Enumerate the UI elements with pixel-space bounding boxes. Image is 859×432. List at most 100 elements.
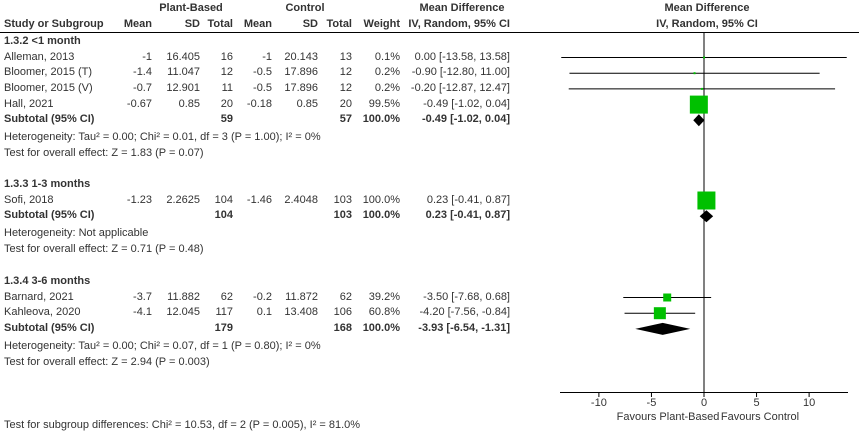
study-cn: 13 <box>339 50 352 63</box>
study-pn: 117 <box>215 306 233 319</box>
study-weight: 0.2% <box>374 81 400 94</box>
control-group-header: Control <box>285 2 325 14</box>
study-ci: -0.20 [-12.87, 12.47] <box>410 81 510 94</box>
heterogeneity-text: Heterogeneity: Tau² = 0.00; Chi² = 0.07,… <box>4 339 321 352</box>
study-weight: 0.1% <box>374 50 400 63</box>
study-psd: 16.405 <box>166 50 200 63</box>
study-pn: 62 <box>220 290 233 303</box>
study-ci: -0.90 [-12.80, 11.00] <box>411 66 510 79</box>
study-name: Kahleova, 2020 <box>4 306 81 319</box>
study-name: Bloomer, 2015 (T) <box>4 66 93 79</box>
subtotal-control-total: 57 <box>339 113 352 126</box>
study-pn: 11 <box>221 81 233 94</box>
subtotal-plant-total: 104 <box>214 209 233 222</box>
study-column-header: Study or Subgroup <box>4 18 104 30</box>
study-cm: -1.46 <box>246 193 272 206</box>
study-name: Sofi, 2018 <box>4 193 54 206</box>
plot-title: Mean Difference <box>664 2 750 14</box>
study-marker <box>700 87 703 90</box>
overall-effect-text: Test for overall effect: Z = 1.83 (P = 0… <box>4 147 204 160</box>
x-tick-label: 0 <box>700 397 708 409</box>
study-name: Bloomer, 2015 (V) <box>4 81 93 94</box>
study-csd: 2.4048 <box>284 193 318 206</box>
study-csd: 17.896 <box>284 81 318 94</box>
md-method-header: IV, Random, 95% CI <box>408 18 510 30</box>
subtotal-ci: 0.23 [-0.41, 0.87] <box>425 209 510 222</box>
subtotal-plant-total: 179 <box>214 321 233 334</box>
study-cm: -1 <box>262 50 272 63</box>
subtotal-control-total: 103 <box>333 209 352 222</box>
study-name: Hall, 2021 <box>4 97 54 110</box>
study-csd: 13.408 <box>284 306 318 319</box>
study-marker <box>703 56 705 59</box>
subtotal-weight: 100.0% <box>362 321 400 334</box>
study-ci: 0.00 [-13.58, 13.58] <box>414 50 510 63</box>
study-pm: -4.1 <box>133 306 152 319</box>
x-tick-label: -5 <box>646 397 657 409</box>
favours-right-label: Favours Control <box>720 411 800 423</box>
overall-effect-text: Test for overall effect: Z = 2.94 (P = 0… <box>4 355 210 368</box>
x-tick-label: 10 <box>802 397 816 409</box>
study-cn: 12 <box>339 81 352 94</box>
heterogeneity-text: Heterogeneity: Tau² = 0.00; Chi² = 0.01,… <box>4 131 321 144</box>
study-marker <box>663 293 672 302</box>
subtotal-control-total: 168 <box>333 321 352 334</box>
study-weight: 0.2% <box>374 66 400 79</box>
study-psd: 0.85 <box>178 97 200 110</box>
study-psd: 11.882 <box>167 290 200 303</box>
weight-header: Weight <box>363 18 400 30</box>
subtotal-label: Subtotal (95% CI) <box>4 321 95 334</box>
study-name: Barnard, 2021 <box>4 290 74 303</box>
control-total-header: Total <box>326 18 352 30</box>
study-marker <box>693 72 696 75</box>
study-weight: 99.5% <box>368 97 400 110</box>
plant-total-header: Total <box>207 18 233 30</box>
study-weight: 60.8% <box>368 306 400 319</box>
study-csd: 17.896 <box>284 66 318 79</box>
x-tick-label: 5 <box>753 397 760 409</box>
summary-diamond <box>699 210 714 223</box>
subgroup-title: 1.3.4 3-6 months <box>4 275 91 287</box>
subtotal-ci: -3.93 [-6.54, -1.31] <box>418 321 510 334</box>
study-pm: -1 <box>142 50 152 63</box>
favours-left-label: Favours Plant-Based <box>616 411 720 423</box>
study-weight: 100.0% <box>362 193 400 206</box>
subtotal-weight: 100.0% <box>362 113 400 126</box>
study-pm: -3.7 <box>133 290 152 303</box>
study-pm: -0.7 <box>133 81 152 94</box>
summary-diamond <box>635 322 691 335</box>
study-pm: -1.4 <box>133 66 152 79</box>
summary-diamond <box>693 114 705 127</box>
study-name: Alleman, 2013 <box>4 50 75 63</box>
study-psd: 12.045 <box>166 306 200 319</box>
study-marker <box>653 307 666 320</box>
md-column-title: Mean Difference <box>419 2 505 14</box>
study-cn: 106 <box>333 306 352 319</box>
study-csd: 20.143 <box>284 50 318 63</box>
heterogeneity-text: Heterogeneity: Not applicable <box>4 227 149 240</box>
study-cm: -0.2 <box>253 290 272 303</box>
subtotal-ci: -0.49 [-1.02, 0.04] <box>421 113 510 126</box>
control-sd-header: SD <box>302 18 318 30</box>
subgroup-title: 1.3.2 <1 month <box>4 35 81 47</box>
control-mean-header: Mean <box>243 18 272 30</box>
study-cm: 0.1 <box>256 306 272 319</box>
study-ci: 0.23 [-0.41, 0.87] <box>426 193 510 206</box>
study-ci: -0.49 [-1.02, 0.04] <box>423 97 510 110</box>
study-psd: 2.2625 <box>166 193 200 206</box>
subgroup-differences-text: Test for subgroup differences: Chi² = 10… <box>4 419 361 431</box>
study-psd: 11.047 <box>167 66 200 79</box>
study-psd: 12.901 <box>166 81 200 94</box>
study-csd: 11.872 <box>285 290 318 303</box>
study-cn: 12 <box>339 66 352 79</box>
study-cn: 62 <box>339 290 352 303</box>
study-pn: 104 <box>214 193 233 206</box>
subgroup-title: 1.3.3 1-3 months <box>4 178 91 190</box>
study-cm: -0.5 <box>253 66 272 79</box>
study-cm: -0.5 <box>253 81 272 94</box>
x-tick-label: -10 <box>590 397 607 409</box>
study-weight: 39.2% <box>368 290 400 303</box>
study-ci: -3.50 [-7.68, 0.68] <box>423 290 510 303</box>
study-pn: 20 <box>220 97 233 110</box>
